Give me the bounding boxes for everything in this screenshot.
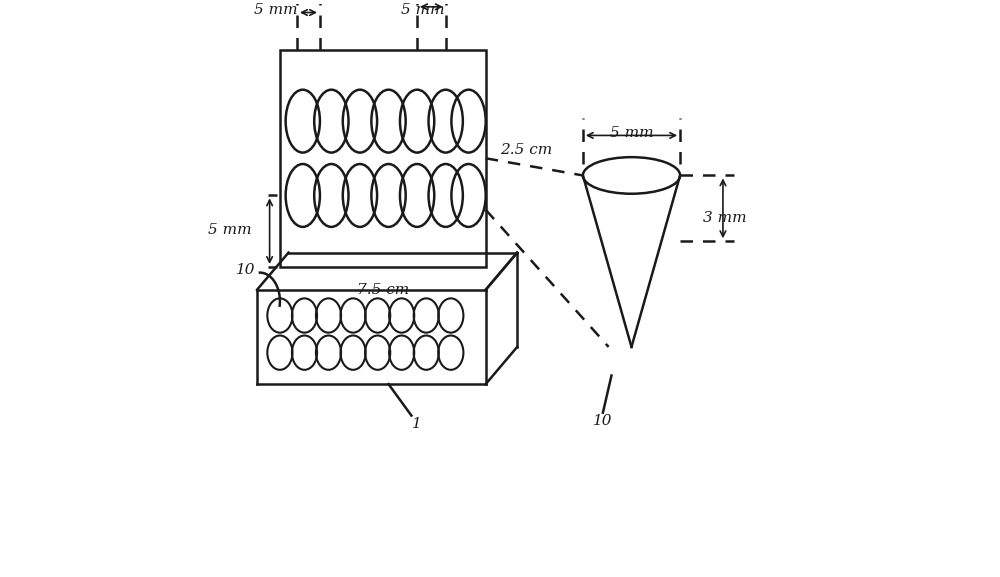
Text: 5 mm: 5 mm — [401, 3, 445, 17]
Text: 10: 10 — [236, 263, 255, 277]
Text: 3 mm: 3 mm — [703, 211, 747, 226]
Text: 1: 1 — [412, 417, 422, 431]
Text: 5 mm: 5 mm — [610, 126, 653, 140]
Text: 7.5 cm: 7.5 cm — [357, 283, 409, 297]
Text: 5 mm: 5 mm — [208, 223, 251, 237]
Text: 5 mm: 5 mm — [254, 3, 298, 17]
Text: 2.5 cm: 2.5 cm — [500, 143, 552, 157]
Text: 10: 10 — [593, 414, 613, 428]
Bar — [280, 50, 486, 267]
